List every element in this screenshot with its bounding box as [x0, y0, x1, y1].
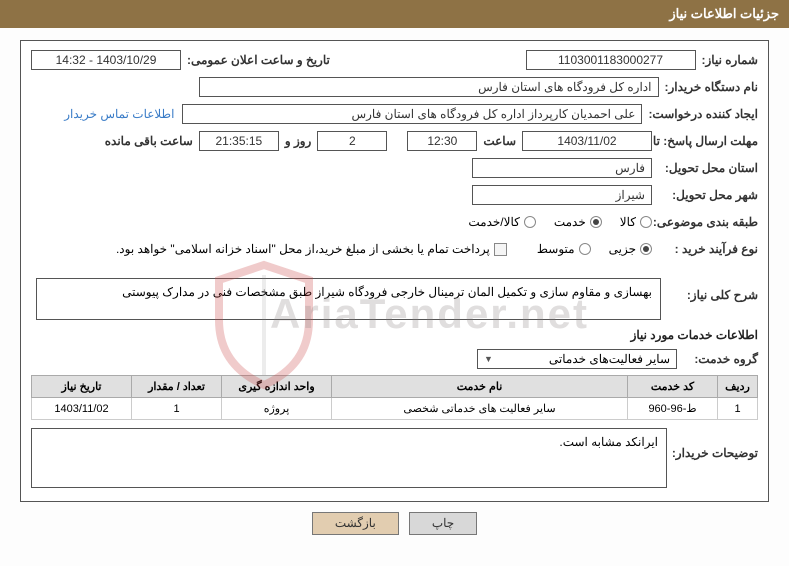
td-need-date: 1403/11/02 — [32, 398, 132, 420]
buyer-name-label: نام دستگاه خریدار: — [665, 80, 759, 94]
page-title: جزئیات اطلاعات نیاز — [669, 6, 779, 21]
deadline-hour-field: 12:30 — [407, 131, 477, 151]
form-panel: شماره نیاز: 1103001183000277 تاریخ و ساع… — [20, 40, 769, 502]
buyer-contact-link[interactable]: اطلاعات تماس خریدار — [64, 107, 174, 121]
radio-icon — [640, 216, 652, 228]
row-category: طبقه بندی موضوعی: کالا خدمت کالا/خدمت — [31, 211, 758, 233]
radio-motavaset-label: متوسط — [537, 242, 575, 256]
category-radio-group: کالا خدمت کالا/خدمت — [468, 215, 652, 229]
province-field: فارس — [472, 158, 652, 178]
services-table: ردیف کد خدمت نام خدمت واحد اندازه گیری ت… — [31, 375, 758, 420]
page-header: جزئیات اطلاعات نیاز — [0, 0, 789, 28]
buyer-name-field: اداره کل فرودگاه های استان فارس — [199, 77, 659, 97]
td-service-code: ط-96-960 — [628, 398, 718, 420]
announce-date-field: 1403/10/29 - 14:32 — [31, 50, 181, 70]
radio-motavaset[interactable]: متوسط — [537, 242, 591, 256]
radio-khadamat-label: خدمت — [554, 215, 586, 229]
category-label: طبقه بندی موضوعی: — [658, 215, 758, 229]
days-remaining-field: 2 — [317, 131, 387, 151]
desc-label: شرح کلی نیاز: — [673, 278, 758, 302]
row-deadline: مهلت ارسال پاسخ: تا تاریخ: 1403/11/02 سا… — [31, 130, 758, 152]
radio-both-label: کالا/خدمت — [468, 215, 519, 229]
row-requester: ایجاد کننده درخواست: علی احمدیان کارپردا… — [31, 103, 758, 125]
time-remaining-field: 21:35:15 — [199, 131, 279, 151]
process-radio-group: جزیی متوسط — [537, 242, 652, 256]
radio-kala-label: کالا — [620, 215, 636, 229]
radio-jozee-label: جزیی — [609, 242, 636, 256]
th-service-code: کد خدمت — [628, 376, 718, 398]
days-and-label: روز و — [285, 134, 312, 148]
requester-field: علی احمدیان کارپرداز اداره کل فرودگاه ها… — [182, 104, 642, 124]
radio-icon — [524, 216, 536, 228]
remaining-label: ساعت باقی مانده — [105, 134, 193, 148]
radio-icon — [590, 216, 602, 228]
radio-icon — [640, 243, 652, 255]
payment-checkbox[interactable] — [494, 243, 507, 256]
td-unit: پروژه — [222, 398, 332, 420]
row-process: نوع فرآیند خرید : جزیی متوسط پرداخت تمام… — [31, 238, 758, 260]
need-number-field: 1103001183000277 — [526, 50, 696, 70]
row-buyer: نام دستگاه خریدار: اداره کل فرودگاه های … — [31, 76, 758, 98]
deadline-label: مهلت ارسال پاسخ: تا تاریخ: — [658, 134, 758, 148]
service-group-value: سایر فعالیت‌های خدماتی — [549, 352, 670, 366]
td-service-name: سایر فعالیت های خدماتی شخصی — [332, 398, 628, 420]
radio-kala[interactable]: کالا — [620, 215, 652, 229]
need-number-label: شماره نیاز: — [702, 53, 758, 67]
desc-box: بهسازی و مقاوم سازی و تکمیل المان ترمینا… — [36, 278, 661, 320]
hour-label: ساعت — [483, 134, 516, 148]
back-button[interactable]: بازگشت — [312, 512, 399, 535]
row-need-number: شماره نیاز: 1103001183000277 تاریخ و ساع… — [31, 49, 758, 71]
comment-box: ایرانکد مشابه است. — [31, 428, 667, 488]
td-row: 1 — [718, 398, 758, 420]
row-service-group: گروه خدمت: سایر فعالیت‌های خدماتی ▼ — [31, 348, 758, 370]
radio-jozee[interactable]: جزیی — [609, 242, 652, 256]
process-label: نوع فرآیند خرید : — [658, 242, 758, 256]
td-qty: 1 — [132, 398, 222, 420]
services-info-title: اطلاعات خدمات مورد نیاز — [31, 328, 758, 342]
row-desc: شرح کلی نیاز: بهسازی و مقاوم سازی و تکمی… — [31, 278, 758, 320]
th-row: ردیف — [718, 376, 758, 398]
th-unit: واحد اندازه گیری — [222, 376, 332, 398]
th-service-name: نام خدمت — [332, 376, 628, 398]
service-group-label: گروه خدمت: — [683, 352, 758, 366]
announce-date-label: تاریخ و ساعت اعلان عمومی: — [187, 53, 330, 67]
row-city: شهر محل تحویل: شیراز — [31, 184, 758, 206]
payment-note-label: پرداخت تمام یا بخشی از مبلغ خرید،از محل … — [116, 242, 490, 256]
th-need-date: تاریخ نیاز — [32, 376, 132, 398]
table-row: 1 ط-96-960 سایر فعالیت های خدماتی شخصی پ… — [32, 398, 758, 420]
city-field: شیراز — [472, 185, 652, 205]
buttons-row: چاپ بازگشت — [0, 512, 789, 535]
row-province: استان محل تحویل: فارس — [31, 157, 758, 179]
chevron-down-icon: ▼ — [484, 354, 493, 364]
radio-both[interactable]: کالا/خدمت — [468, 215, 535, 229]
service-group-select[interactable]: سایر فعالیت‌های خدماتی ▼ — [477, 349, 677, 369]
radio-khadamat[interactable]: خدمت — [554, 215, 602, 229]
province-label: استان محل تحویل: — [658, 161, 758, 175]
row-comment: توضیحات خریدار: ایرانکد مشابه است. — [31, 428, 758, 488]
city-label: شهر محل تحویل: — [658, 188, 758, 202]
th-qty: تعداد / مقدار — [132, 376, 222, 398]
requester-label: ایجاد کننده درخواست: — [648, 107, 758, 121]
print-button[interactable]: چاپ — [409, 512, 477, 535]
comment-label: توضیحات خریدار: — [673, 428, 758, 460]
table-header-row: ردیف کد خدمت نام خدمت واحد اندازه گیری ت… — [32, 376, 758, 398]
radio-icon — [579, 243, 591, 255]
deadline-date-field: 1403/11/02 — [522, 131, 652, 151]
